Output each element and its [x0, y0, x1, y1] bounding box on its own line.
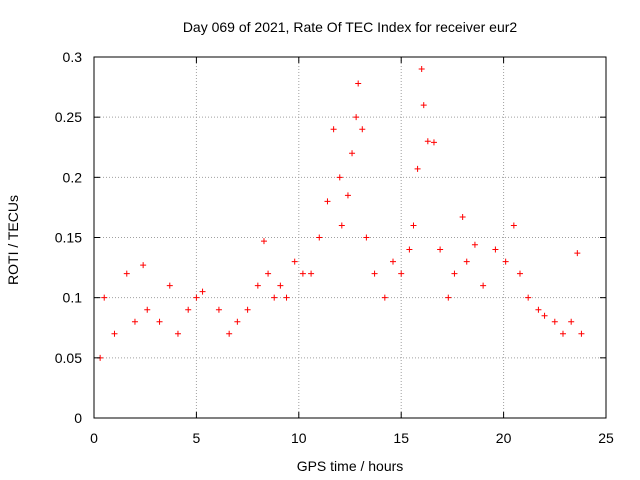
data-point: [424, 138, 431, 145]
y-tick-label: 0.3: [63, 49, 83, 65]
y-tick-label: 0.25: [55, 109, 82, 125]
data-point: [330, 126, 337, 133]
data-point: [551, 318, 558, 325]
data-point: [445, 294, 452, 301]
y-tick-label: 0.1: [63, 290, 83, 306]
x-tick-label: 0: [90, 430, 98, 446]
data-point: [355, 80, 362, 87]
x-tick-label: 20: [496, 430, 512, 446]
data-point: [410, 222, 417, 229]
data-point: [254, 282, 261, 289]
data-point: [166, 282, 173, 289]
x-axis-label: GPS time / hours: [297, 458, 404, 474]
data-point: [363, 234, 370, 241]
x-tick-label: 25: [598, 430, 614, 446]
data-point: [308, 270, 315, 277]
data-point: [344, 192, 351, 199]
data-point: [535, 306, 542, 313]
data-point: [414, 165, 421, 172]
y-tick-label: 0.15: [55, 230, 82, 246]
data-point: [451, 270, 458, 277]
data-point: [371, 270, 378, 277]
data-point: [541, 312, 548, 319]
data-point: [349, 150, 356, 157]
data-point: [381, 294, 388, 301]
data-point: [283, 294, 290, 301]
data-point: [265, 270, 272, 277]
data-point: [185, 306, 192, 313]
data-point: [199, 288, 206, 295]
data-point: [390, 258, 397, 265]
data-point: [260, 238, 267, 245]
data-point: [418, 66, 425, 73]
axis-ticks: 0 5 10 15 20 25 0 0.05 0.1 0.15 0.2 0.25 0.3: [55, 49, 614, 446]
data-point: [156, 318, 163, 325]
data-point: [338, 222, 345, 229]
data-point: [234, 318, 241, 325]
data-point: [111, 330, 118, 337]
data-point: [131, 318, 138, 325]
data-points: [97, 66, 585, 361]
data-point: [215, 306, 222, 313]
data-point: [226, 330, 233, 337]
data-point: [525, 294, 532, 301]
data-point: [359, 126, 366, 133]
y-tick-label: 0: [74, 410, 82, 426]
x-tick-label: 15: [393, 430, 409, 446]
data-point: [471, 241, 478, 248]
data-point: [480, 282, 487, 289]
data-point: [244, 306, 251, 313]
data-point: [291, 258, 298, 265]
data-point: [459, 214, 466, 221]
y-tick-label: 0.05: [55, 350, 82, 366]
x-tick-label: 10: [291, 430, 307, 446]
data-point: [516, 270, 523, 277]
data-point: [123, 270, 130, 277]
data-point: [463, 258, 470, 265]
data-point: [437, 246, 444, 253]
data-point: [559, 330, 566, 337]
data-point: [174, 330, 181, 337]
data-point: [420, 102, 427, 109]
grid: [94, 57, 606, 418]
chart-title: Day 069 of 2021, Rate Of TEC Index for r…: [183, 19, 518, 35]
y-axis-label: ROTI / TECUs: [5, 195, 21, 285]
x-tick-label: 5: [193, 430, 201, 446]
data-point: [398, 270, 405, 277]
data-point: [406, 246, 413, 253]
data-point: [430, 139, 437, 146]
data-point: [193, 294, 200, 301]
data-point: [568, 318, 575, 325]
data-point: [510, 222, 517, 229]
data-point: [140, 262, 147, 269]
data-point: [578, 330, 585, 337]
data-point: [492, 246, 499, 253]
data-point: [299, 270, 306, 277]
data-point: [271, 294, 278, 301]
data-point: [353, 114, 360, 121]
data-point: [316, 234, 323, 241]
data-point: [324, 198, 331, 205]
data-point: [101, 294, 108, 301]
y-tick-label: 0.2: [63, 169, 83, 185]
data-point: [502, 258, 509, 265]
data-point: [277, 282, 284, 289]
data-point: [144, 306, 151, 313]
data-point: [336, 174, 343, 181]
data-point: [574, 250, 581, 257]
